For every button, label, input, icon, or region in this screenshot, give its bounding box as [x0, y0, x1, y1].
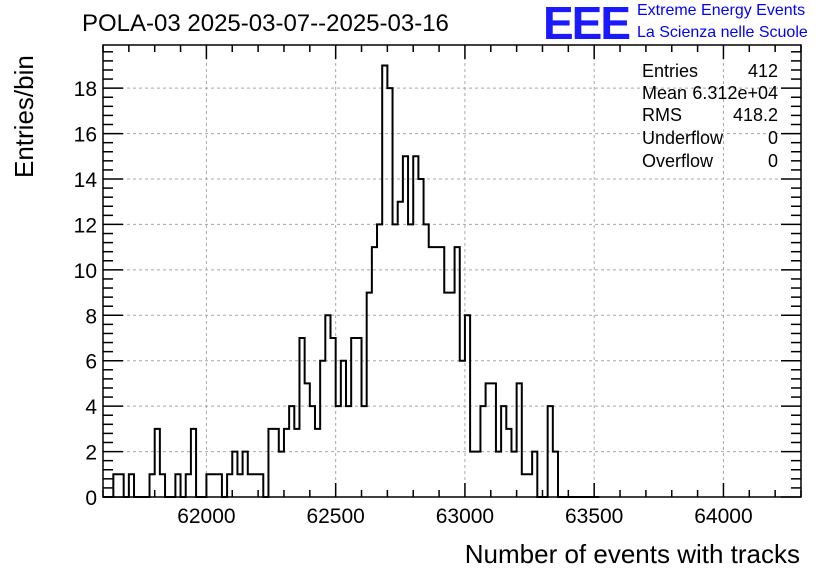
- histogram-bin: [444, 293, 449, 497]
- grid-lines: [103, 45, 801, 497]
- histogram-bin: [434, 247, 439, 497]
- histogram-bin: [460, 361, 465, 497]
- histogram-bin: [237, 474, 242, 497]
- eee-logo: EEE: [543, 0, 631, 49]
- histogram-bin: [398, 202, 403, 497]
- y-tick-label: 2: [85, 442, 97, 465]
- stats-rms-label: RMS: [642, 105, 682, 125]
- axis-ticks: [102, 45, 802, 498]
- stats-box: Entries 412 Mean 6.312e+04 RMS 418.2 Und…: [642, 61, 778, 171]
- x-axis-label: Number of events with tracks: [465, 539, 800, 569]
- logo-line-2: La Scienza nelle Scuole: [637, 24, 808, 41]
- stats-rms-value: 418.2: [733, 105, 778, 125]
- x-tick-label: 64000: [694, 505, 752, 528]
- histogram-bin: [449, 293, 454, 497]
- y-axis-label: Entries/bin: [9, 55, 39, 178]
- y-tick-label: 8: [85, 305, 97, 328]
- stats-mean-label: Mean: [642, 83, 687, 103]
- histogram-bin: [294, 429, 299, 497]
- x-tick-label: 62500: [306, 505, 364, 528]
- histogram-bin: [248, 474, 253, 497]
- y-tick-label: 4: [85, 396, 97, 419]
- histogram-bin: [315, 429, 320, 497]
- x-tick-label: 63500: [565, 505, 623, 528]
- histogram-bin: [253, 474, 258, 497]
- histogram-bin: [496, 452, 501, 497]
- stats-entries-label: Entries: [642, 61, 698, 81]
- y-tick-label: 18: [74, 78, 97, 101]
- y-tick-label: 10: [74, 260, 97, 283]
- y-tick-label: 16: [74, 124, 97, 147]
- y-tick-label: 14: [74, 169, 98, 192]
- x-tick-label: 63000: [436, 505, 494, 528]
- logo-line-1: Extreme Energy Events: [637, 2, 806, 19]
- stats-underflow-label: Underflow: [642, 128, 724, 148]
- histogram-bin: [522, 474, 527, 497]
- histogram-bin: [527, 474, 532, 497]
- histogram-bin: [418, 179, 423, 497]
- y-tick-label: 0: [85, 487, 97, 510]
- stats-overflow-label: Overflow: [642, 151, 714, 171]
- histogram-bin: [470, 452, 475, 497]
- stats-overflow-value: 0: [768, 151, 778, 171]
- histogram-bars: [103, 64, 600, 498]
- stats-underflow-value: 0: [768, 128, 778, 148]
- chart-title: POLA-03 2025-03-07--2025-03-16: [82, 10, 449, 37]
- plot-frame: [102, 44, 802, 498]
- stats-mean-value: 6.312e+04: [692, 83, 778, 103]
- histogram-bin: [279, 452, 284, 497]
- tick-labels: 62000 62500 63000 63500 64000 0 2 4 6 8 10 12 14 16 18: [74, 78, 753, 528]
- x-tick-label: 62000: [177, 505, 235, 528]
- histogram-outline: [103, 64, 600, 498]
- histogram-bin: [511, 452, 516, 497]
- histogram-bin: [475, 452, 480, 497]
- y-tick-label: 12: [74, 214, 97, 237]
- histogram-bin: [212, 474, 217, 497]
- stats-entries-value: 412: [748, 61, 778, 81]
- y-tick-label: 6: [85, 351, 97, 374]
- histogram-bin: [429, 247, 434, 497]
